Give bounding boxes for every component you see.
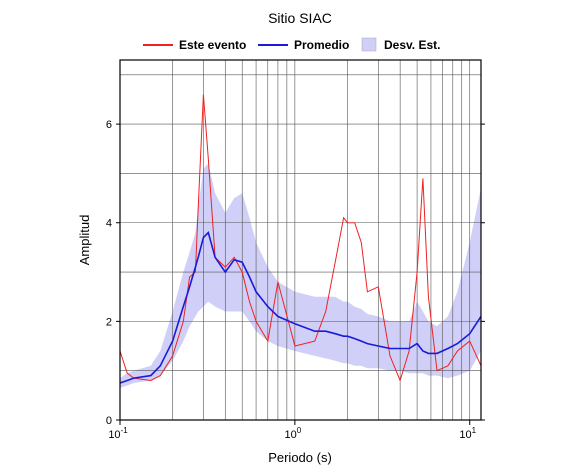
x-tick-label: 100: [285, 426, 302, 441]
y-tick-label: 6: [106, 119, 112, 131]
tick-exponent: -1: [121, 426, 129, 435]
tick-exponent: 1: [472, 426, 477, 435]
tick-base: 10: [108, 429, 120, 441]
std-band: [120, 163, 481, 388]
y-tick-label: 4: [106, 218, 112, 230]
tick-base: 10: [459, 429, 471, 441]
x-tick-label: 101: [459, 426, 476, 441]
y-tick-label: 0: [106, 415, 112, 427]
chart-title: Sitio SIAC: [268, 10, 332, 26]
plot-frame: [119, 59, 482, 421]
x-tick-label: 10-1: [108, 426, 128, 441]
legend-label: Este evento: [179, 38, 246, 52]
x-axis-label: Periodo (s): [268, 450, 332, 465]
y-axis-label: Amplitud: [77, 215, 92, 266]
legend-label: Promedio: [294, 38, 349, 52]
y-tick-label: 2: [106, 316, 112, 328]
legend-label: Desv. Est.: [384, 38, 440, 52]
tick-exponent: 0: [297, 426, 302, 435]
tick-base: 10: [285, 429, 297, 441]
series-line: [119, 231, 482, 384]
legend-swatch: [361, 37, 377, 52]
